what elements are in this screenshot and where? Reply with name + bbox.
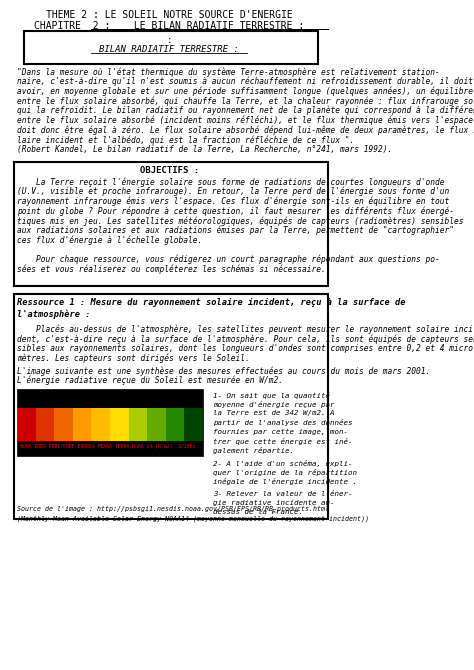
Text: Source de l'image : http://psbsgi1.nesdis.noaa.gov/PSB/EPS/RB/RB_products.html: Source de l'image : http://psbsgi1.nesdi… (17, 506, 329, 513)
Text: L'image suivante est une synthèse des mesures effectuées au cours du mois de mar: L'image suivante est une synthèse des me… (17, 366, 430, 376)
Text: partir de l'analyse des données: partir de l'analyse des données (213, 419, 353, 426)
Text: mètres. Les capteurs sont dirigés vers le Soleil.: mètres. Les capteurs sont dirigés vers l… (17, 354, 250, 363)
Text: l'atmosphère :: l'atmosphère : (17, 310, 91, 320)
FancyBboxPatch shape (17, 408, 36, 442)
Text: ces flux d'énergie à l'échelle globale.: ces flux d'énergie à l'échelle globale. (17, 235, 202, 245)
FancyBboxPatch shape (54, 408, 73, 442)
Text: gie radiative incidente au-: gie radiative incidente au- (213, 500, 335, 506)
Text: la Terre est de 342 W/m2. A: la Terre est de 342 W/m2. A (213, 411, 335, 417)
Text: trer que cette énergie est iné-: trer que cette énergie est iné- (213, 438, 353, 444)
Text: point du globe ? Pour répondre à cette question, il faut mesurer les différents : point du globe ? Pour répondre à cette q… (17, 206, 454, 216)
Text: CHAPITRE  2 :    LE BILAN RADIATIF TERRESTRE :: CHAPITRE 2 : LE BILAN RADIATIF TERRESTRE… (34, 21, 304, 31)
Text: Placés au-dessus de l'atmosphère, les satellites peuvent mesurer le rayonnement : Placés au-dessus de l'atmosphère, les sa… (17, 325, 474, 334)
Text: Ressource 1 : Mesure du rayonnement solaire incident, reçu à la surface de: Ressource 1 : Mesure du rayonnement sola… (17, 298, 405, 307)
FancyBboxPatch shape (147, 408, 166, 442)
Text: NOAA ERBS ERBE/ERBE EUREKA MEARA TEORA NOAA 14 (W/m2)  3/2001: NOAA ERBS ERBE/ERBE EUREKA MEARA TEORA N… (20, 444, 196, 450)
Text: aux radiations solaires et aux radiations émises par la Terre, permettent de "ca: aux radiations solaires et aux radiation… (17, 226, 454, 235)
FancyBboxPatch shape (14, 295, 328, 519)
Text: (U.V., visible et proche infrarouge). En retour, la Terre perd de l'énergie sous: (U.V., visible et proche infrarouge). En… (17, 187, 449, 196)
FancyBboxPatch shape (91, 408, 110, 442)
Text: 3- Relever la valeur de l'éner-: 3- Relever la valeur de l'éner- (213, 491, 353, 496)
Text: dessus de la France.: dessus de la France. (213, 509, 303, 515)
Text: OBJECTIFS :: OBJECTIFS : (140, 166, 199, 175)
Text: entre le flux solaire absorbé, qui chauffe la Terre, et la chaleur rayonnée : fl: entre le flux solaire absorbé, qui chauf… (17, 96, 474, 106)
FancyBboxPatch shape (24, 31, 318, 64)
Text: rayonnement infrarouge émis vers l'espace. Ces flux d'énergie sont-ils en équili: rayonnement infrarouge émis vers l'espac… (17, 197, 449, 206)
Text: THEME 2 : LE SOLEIL NOTRE SOURCE D'ENERGIE: THEME 2 : LE SOLEIL NOTRE SOURCE D'ENERG… (46, 10, 292, 20)
Text: dent, c'est-à-dire reçu à la surface de l'atmosphère. Pour cela, ils sont équipé: dent, c'est-à-dire reçu à la surface de … (17, 334, 474, 344)
Text: quer l'origine de la répartition: quer l'origine de la répartition (213, 469, 357, 476)
Text: inégale de l'énergie incidente .: inégale de l'énergie incidente . (213, 478, 357, 484)
Text: moyenne d'énergie reçue par: moyenne d'énergie reçue par (213, 401, 335, 408)
Text: BILAN RADIATIF TERRESTRE :: BILAN RADIATIF TERRESTRE : (100, 45, 239, 54)
Text: sibles aux rayonnements solaires, dont les longueurs d'ondes sont comprises entr: sibles aux rayonnements solaires, dont l… (17, 344, 474, 353)
FancyBboxPatch shape (110, 408, 128, 442)
Text: 1- On sait que la quantité: 1- On sait que la quantité (213, 393, 330, 399)
Text: (Robert Kandel, Le bilan radiatif de la Terre, La Recherche, n°241, mars 1992).: (Robert Kandel, Le bilan radiatif de la … (17, 145, 392, 153)
FancyBboxPatch shape (128, 408, 147, 442)
Text: (Monthly Mean Available Solar Energy-NOAA14 (moyenne mensuelle du rayonnement in: (Monthly Mean Available Solar Energy-NOA… (17, 515, 369, 521)
FancyBboxPatch shape (166, 408, 184, 442)
Text: "Dans la mesure où l'état thermique du système Terre-atmosphère est relativement: "Dans la mesure où l'état thermique du s… (17, 67, 440, 76)
Text: 2- A l'aide d'un schéma, expli-: 2- A l'aide d'un schéma, expli- (213, 460, 353, 466)
Text: tiques mis en jeu. Les satellites météorologiques, équipés de capteurs (radiomèt: tiques mis en jeu. Les satellites météor… (17, 216, 464, 226)
Text: La Terre reçoit l'énergie solaire sous forme de radiations de courtes longueurs : La Terre reçoit l'énergie solaire sous f… (17, 178, 445, 187)
Text: L'énergie radiative reçue du Soleil est mesurée en W/m2.: L'énergie radiative reçue du Soleil est … (17, 376, 283, 385)
FancyBboxPatch shape (17, 389, 203, 456)
Text: :: : (166, 36, 172, 45)
FancyBboxPatch shape (14, 163, 328, 287)
Text: fournies par cette image, mon-: fournies par cette image, mon- (213, 429, 348, 435)
FancyBboxPatch shape (36, 408, 54, 442)
Text: qui la refroidit. Le bilan radiatif ou rayonnement net de la planète qui corresp: qui la refroidit. Le bilan radiatif ou r… (17, 106, 474, 115)
FancyBboxPatch shape (73, 408, 91, 442)
Text: Pour chaque ressource, vous rédigerez un court paragraphe répondant aux question: Pour chaque ressource, vous rédigerez un… (17, 255, 440, 265)
Text: avoir, en moyenne globale et sur une période suffisamment longue (quelques année: avoir, en moyenne globale et sur une pér… (17, 86, 473, 96)
Text: sées et vous réaliserez ou compléterez les schémas si nécessaire.: sées et vous réaliserez ou compléterez l… (17, 265, 326, 274)
Text: entre le flux solaire absorbé (incident moins réfléchi), et le flux thermique ém: entre le flux solaire absorbé (incident … (17, 116, 473, 125)
FancyBboxPatch shape (184, 408, 203, 442)
Text: naire, c'est-à-dire qu'il n'est soumis à aucun réchauffement ni refroidissement : naire, c'est-à-dire qu'il n'est soumis à… (17, 77, 474, 86)
Text: doit donc être égal à zéro. Le flux solaire absorbé dépend lui-même de deux para: doit donc être égal à zéro. Le flux sola… (17, 125, 474, 135)
Text: galement répartie.: galement répartie. (213, 447, 294, 454)
Text: laire incident et l'albédo, qui est la fraction réfléchie de ce flux ".: laire incident et l'albédo, qui est la f… (17, 135, 354, 145)
